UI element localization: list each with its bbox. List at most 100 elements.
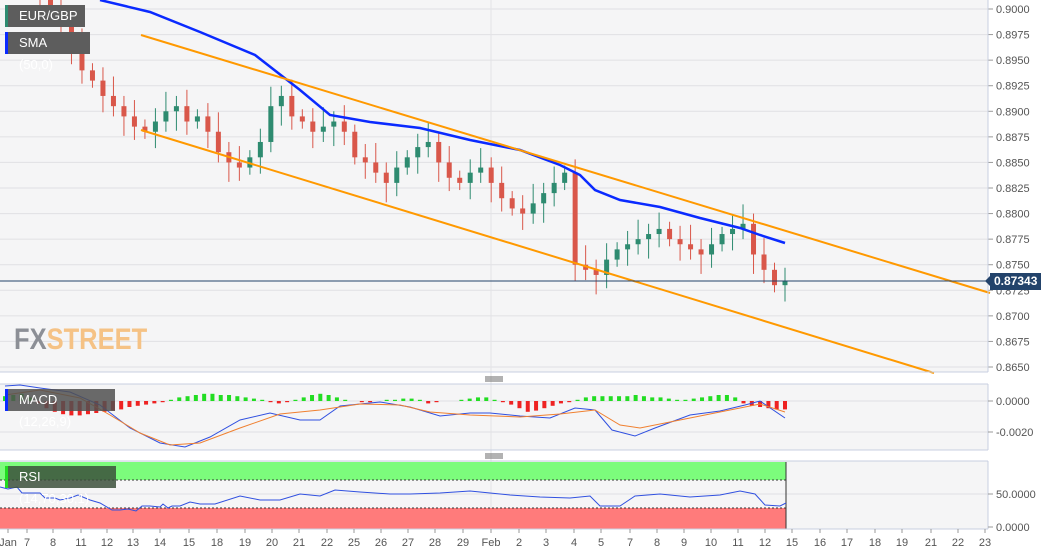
- time-axis-label: 5: [598, 537, 604, 549]
- candle: [572, 172, 578, 265]
- macd-histogram-bar: [177, 397, 182, 401]
- macd-histogram-bar: [459, 399, 464, 401]
- pane-resize-handle-macd[interactable]: [485, 376, 503, 382]
- rsi-legend[interactable]: RSI (14,70,30,1): [5, 466, 116, 506]
- candle: [436, 141, 442, 163]
- macd-pane[interactable]: [0, 384, 988, 450]
- macd-histogram-bar: [484, 397, 489, 401]
- symbol-legend[interactable]: EUR/GBP: [5, 5, 85, 27]
- macd-histogram-bar: [160, 401, 165, 403]
- symbol-label: EUR/GBP: [19, 8, 78, 23]
- candle: [478, 167, 484, 173]
- time-axis-label: 27: [402, 537, 414, 549]
- time-axis-label: 18: [211, 537, 223, 549]
- time-axis-label: Feb: [482, 537, 501, 549]
- macd-histogram-bar: [243, 397, 248, 401]
- macd-histogram-bar: [666, 398, 671, 401]
- candle: [142, 126, 148, 132]
- macd-histogram-bar: [276, 401, 281, 404]
- time-axis-label: 11: [75, 537, 86, 549]
- candle: [614, 249, 620, 260]
- macd-histogram-bar: [700, 397, 705, 401]
- candle: [530, 203, 536, 214]
- price-axis-tick: 0.8925: [996, 81, 1030, 93]
- macd-histogram-bar: [650, 397, 655, 401]
- macd-legend[interactable]: MACD (12,26,9): [5, 389, 115, 429]
- macd-histogram-bar: [417, 399, 422, 401]
- macd-histogram-bar: [235, 396, 240, 401]
- price-axis-tick: 0.8825: [996, 183, 1030, 195]
- candle: [562, 172, 568, 183]
- candle: [467, 172, 473, 183]
- time-axis-label: 20: [266, 537, 278, 549]
- sma-legend[interactable]: SMA (50,0): [5, 32, 90, 72]
- candle: [646, 234, 652, 240]
- time-axis-label: 10: [705, 537, 717, 549]
- macd-histogram-bar: [193, 395, 198, 401]
- macd-histogram-bar: [691, 398, 696, 401]
- price-axis-tick: 0.8700: [996, 311, 1030, 323]
- macd-histogram-bar: [318, 393, 323, 401]
- price-axis-tick: 0.8950: [996, 55, 1030, 67]
- upper-channel-line[interactable]: [140, 34, 991, 294]
- candle: [341, 121, 347, 132]
- candle: [499, 182, 505, 199]
- macd-color-marker: [5, 389, 8, 411]
- candle: [541, 193, 547, 204]
- candle: [79, 44, 85, 71]
- macd-histogram-bar: [608, 396, 613, 401]
- macd-histogram-bar: [310, 395, 315, 401]
- candle: [667, 228, 673, 240]
- price-axis-tick: 0.8975: [996, 30, 1030, 42]
- candle: [415, 147, 421, 158]
- candle: [110, 95, 116, 107]
- macd-histogram-bar: [434, 401, 439, 403]
- candle: [173, 106, 179, 112]
- macd-histogram-bar: [558, 401, 563, 404]
- candle: [730, 228, 736, 235]
- candle: [551, 182, 557, 194]
- time-axis-label: 21: [293, 537, 305, 549]
- macd-histogram-bar: [384, 399, 389, 401]
- rsi-oversold-zone: [0, 508, 786, 529]
- candle: [709, 244, 715, 255]
- sma-color-marker: [5, 32, 8, 54]
- candle: [719, 234, 725, 245]
- pane-resize-handle-rsi[interactable]: [485, 453, 503, 459]
- rsi-axis-tick: 0.0000: [996, 522, 1030, 534]
- lower-channel-line[interactable]: [140, 129, 935, 374]
- time-axis-label: 8: [654, 537, 660, 549]
- time-axis-label: 29: [457, 537, 469, 549]
- macd-histogram-bar: [675, 399, 680, 401]
- candle: [362, 157, 368, 163]
- rsi-axis-tick: 50.0000: [996, 489, 1036, 501]
- time-axis-label: 18: [869, 537, 881, 549]
- macd-histogram-bar: [359, 401, 364, 403]
- price-pane[interactable]: [0, 0, 988, 372]
- macd-histogram-bar: [509, 401, 514, 405]
- macd-histogram-bar: [542, 401, 547, 409]
- candle: [740, 223, 746, 229]
- time-axis-label: 25: [348, 537, 360, 549]
- macd-histogram-bar: [567, 401, 572, 403]
- macd-histogram-bar: [127, 401, 132, 407]
- candle: [310, 121, 316, 132]
- macd-histogram-bar: [658, 397, 663, 401]
- candle: [635, 239, 641, 245]
- candle: [488, 167, 494, 183]
- candle: [520, 208, 526, 214]
- macd-histogram-bar: [285, 401, 290, 403]
- time-axis-label: 3: [543, 537, 549, 549]
- macd-histogram-bar: [401, 398, 406, 401]
- macd-histogram-bar: [683, 399, 688, 401]
- last-price-tag: 0.87343: [984, 273, 1042, 290]
- candle: [604, 259, 610, 275]
- macd-histogram-bar: [741, 401, 746, 404]
- macd-histogram-bar: [467, 398, 472, 401]
- candle: [121, 106, 127, 117]
- price-axis-tick: 0.8850: [996, 157, 1030, 169]
- candle: [289, 95, 295, 117]
- macd-histogram-bar: [251, 398, 256, 401]
- candle: [404, 157, 410, 168]
